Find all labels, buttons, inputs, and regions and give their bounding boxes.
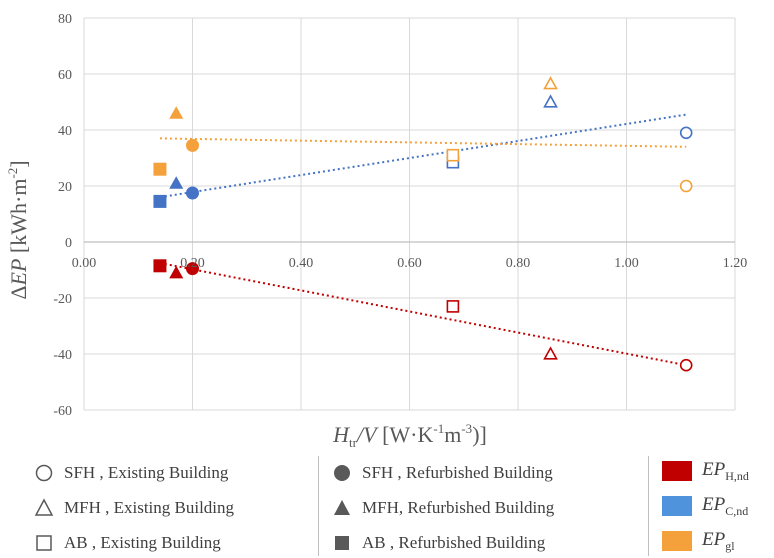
x-tick-label: 0.00	[72, 256, 97, 271]
data-point-circle	[679, 126, 693, 140]
y-tick-label: -60	[53, 404, 72, 419]
legend-item-sfh-existing: SFH , Existing Building	[34, 458, 228, 488]
legend-item-ep-hnd: EPH,nd	[662, 456, 749, 486]
legend-separator	[318, 456, 319, 556]
y-tick-label: 60	[58, 68, 72, 83]
x-tick-label: 0.20	[180, 256, 205, 271]
data-points	[153, 76, 693, 372]
legend-item-mfh-existing: MFH , Existing Building	[34, 493, 234, 523]
data-point-triangle	[543, 346, 558, 360]
y-tick-label: 20	[58, 180, 72, 195]
x-axis-label: Htr/V [W·K-1m-3)]	[332, 421, 487, 450]
tick-labels: 0.00 0.20 0.40 0.60 0.80 1.00 1.20 -60 -40 -20 0 20…	[53, 12, 747, 419]
data-point-triangle	[543, 76, 558, 90]
data-point-circle	[186, 262, 199, 276]
data-point-square	[446, 300, 460, 313]
legend-item-ep-cnd: EPC,nd	[662, 491, 748, 521]
legend-item-ep-gl: EPgl	[662, 526, 735, 556]
triangle-outline-icon	[34, 498, 54, 516]
color-swatch-gl	[662, 531, 692, 551]
gridlines	[83, 17, 736, 411]
data-point-square	[446, 148, 460, 162]
legend-item-ab-existing: AB , Existing Building	[34, 528, 221, 558]
y-tick-label: -40	[53, 348, 72, 363]
y-tick-label: -20	[53, 292, 72, 307]
y-axis-label: ΔEP [kWh·m-2]	[5, 160, 31, 299]
circle-filled-icon	[334, 465, 350, 481]
x-tick-label: 1.20	[723, 256, 748, 271]
x-tick-label: 0.60	[397, 256, 422, 271]
data-point-triangle	[543, 94, 558, 108]
square-outline-icon	[36, 535, 52, 551]
y-tick-label: 40	[58, 124, 72, 139]
trendline	[159, 137, 687, 148]
legend-item-ab-refurbished: AB , Refurbished Building	[332, 528, 545, 558]
data-point-triangle	[169, 265, 184, 279]
data-point-triangle	[169, 106, 184, 119]
y-tick-label: 80	[58, 12, 72, 27]
trendlines	[159, 113, 687, 367]
scatter-chart: 0.00 0.20 0.40 0.60 0.80 1.00 1.20 -60 -40 -20 0 20…	[5, 12, 747, 450]
data-point-square	[153, 259, 167, 273]
trendline	[159, 262, 687, 367]
triangle-filled-icon	[334, 500, 350, 515]
y-tick-label: 0	[65, 236, 72, 251]
x-tick-label: 0.40	[289, 256, 314, 271]
legend-item-mfh-refurbished: MFH, Refurbished Building	[332, 493, 554, 523]
legend-separator	[648, 456, 649, 556]
color-swatch-cnd	[662, 496, 692, 516]
x-tick-label: 0.80	[506, 256, 531, 271]
x-tick-label: 1.00	[614, 256, 639, 271]
data-point-circle	[679, 358, 693, 372]
data-point-circle	[186, 138, 199, 152]
color-swatch-hnd	[662, 461, 692, 481]
data-point-circle	[679, 179, 693, 193]
legend-item-sfh-refurbished: SFH , Refurbished Building	[332, 458, 553, 488]
trendline	[159, 113, 687, 199]
circle-outline-icon	[35, 464, 53, 482]
data-point-square	[153, 162, 167, 176]
data-point-square	[153, 194, 167, 208]
square-filled-icon	[335, 536, 349, 550]
data-point-triangle	[169, 176, 184, 189]
data-point-circle	[186, 186, 199, 200]
